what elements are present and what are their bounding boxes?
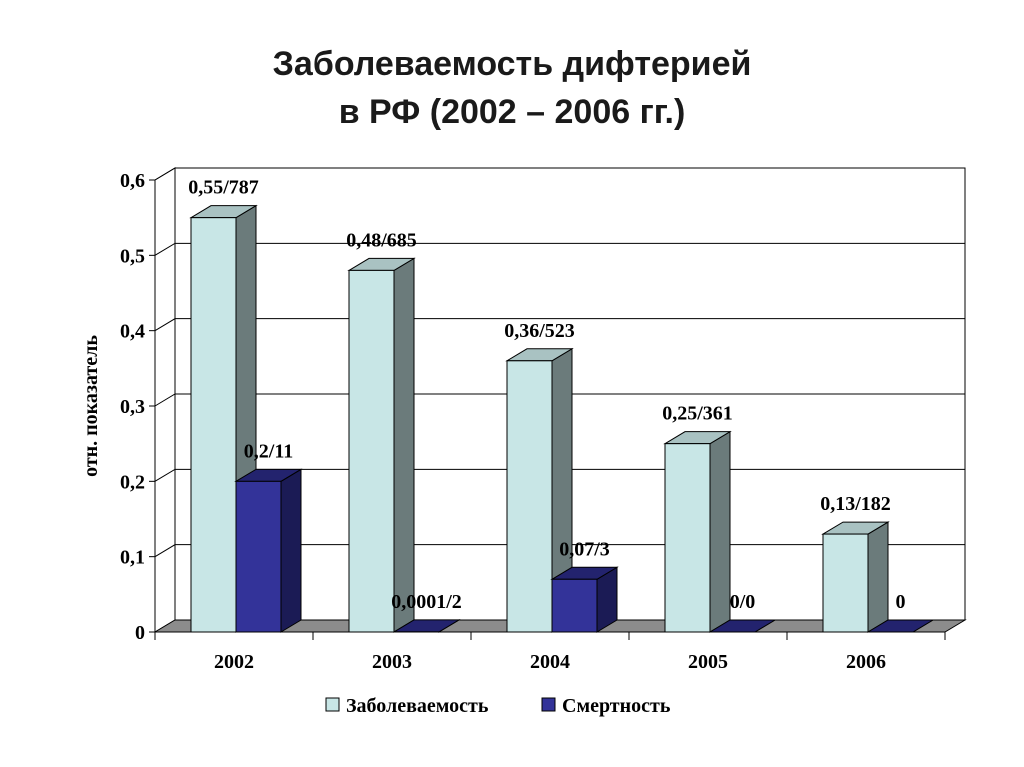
- bar-incidence-2003: [348, 269, 395, 633]
- data-label: 0,25/361: [662, 403, 733, 425]
- x-tick-label: 2003: [372, 651, 412, 673]
- y-tick-label: 0,5: [120, 245, 145, 267]
- x-tick-label: 2002: [214, 651, 254, 673]
- data-label: 0,13/182: [820, 493, 891, 515]
- data-label: 0,2/11: [244, 440, 293, 462]
- data-label: 0/0: [730, 591, 756, 613]
- bar-side: [709, 430, 731, 633]
- data-label: 0: [896, 591, 906, 613]
- bar-side: [280, 468, 302, 633]
- gridline: [154, 393, 965, 407]
- chart-title-line2: в РФ (2002 – 2006 гг.): [338, 93, 686, 131]
- legend-swatch: [541, 697, 556, 712]
- y-tick-label: 0,3: [120, 396, 145, 418]
- y-tick-label: 0,6: [120, 170, 145, 192]
- data-label: 0,07/3: [559, 538, 610, 560]
- bar-mortality-2002: [235, 480, 282, 633]
- legend-label: Смертность: [562, 695, 671, 717]
- bar-top: [866, 619, 935, 633]
- bar-incidence-2005: [664, 443, 711, 633]
- gridline: [154, 167, 965, 181]
- bar-mortality-2004: [551, 578, 598, 633]
- x-tick-label: 2006: [846, 651, 886, 673]
- y-tick-label: 0: [135, 622, 145, 644]
- chart-title: Заболеваемость дифтерией в РФ (2002 – 20…: [0, 40, 1024, 136]
- y-tick-label: 0,2: [120, 471, 145, 493]
- data-label: 0,0001/2: [391, 591, 462, 613]
- data-label: 0,48/685: [346, 229, 417, 251]
- data-label: 0,55/787: [188, 177, 259, 199]
- data-label: 0,36/523: [504, 320, 575, 342]
- bar-incidence-2002: [190, 217, 237, 633]
- gridline: [154, 242, 965, 256]
- y-tick-label: 0,4: [120, 321, 145, 343]
- bar-side: [867, 521, 889, 633]
- bar-incidence-2004: [506, 360, 553, 633]
- gridline: [154, 318, 965, 332]
- x-tick-label: 2004: [530, 651, 570, 673]
- bar-incidence-2006: [822, 533, 869, 633]
- chart-title-line1: Заболеваемость дифтерией: [272, 45, 752, 83]
- y-tick-label: 0,1: [120, 547, 145, 569]
- legend-label: Заболеваемость: [346, 695, 489, 717]
- x-tick-label: 2005: [688, 651, 728, 673]
- bar-side: [393, 257, 415, 633]
- y-axis-label: отн. показатель: [80, 335, 102, 477]
- bar-top: [708, 619, 777, 633]
- legend-swatch: [325, 697, 340, 712]
